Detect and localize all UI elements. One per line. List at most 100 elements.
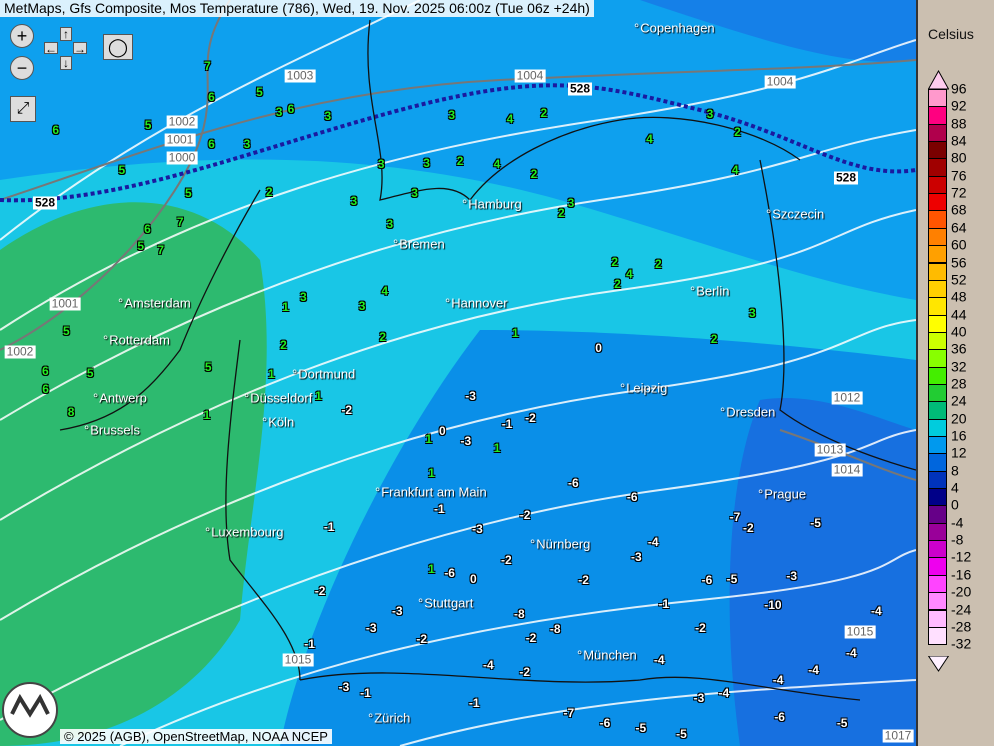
legend-swatch bbox=[928, 349, 947, 368]
temperature-value: 0 bbox=[439, 424, 446, 439]
isobar-label: 1002 bbox=[166, 114, 198, 129]
city-label: München bbox=[577, 648, 636, 663]
cold-field bbox=[729, 397, 916, 746]
isobar-label: 1014 bbox=[831, 462, 863, 477]
temperature-value: 2 bbox=[379, 329, 387, 344]
isobar-label: 1017 bbox=[882, 728, 914, 743]
city-label: Zürich bbox=[368, 711, 410, 726]
temperature-value: -3 bbox=[391, 603, 403, 618]
temperature-value: 1 bbox=[493, 440, 501, 455]
temperature-value: 2 bbox=[558, 205, 565, 220]
legend-swatch bbox=[928, 297, 947, 316]
legend-label: 92 bbox=[951, 97, 967, 114]
temperature-value: 5 bbox=[118, 163, 126, 178]
city-label: Dortmund bbox=[292, 367, 355, 382]
pan-down-icon[interactable]: ↓ bbox=[60, 56, 72, 70]
legend-swatch bbox=[928, 470, 947, 490]
temperature-value: 4 bbox=[381, 283, 389, 298]
temperature-value: 3 bbox=[423, 155, 430, 170]
temperature-value: -3 bbox=[465, 389, 476, 404]
temperature-value: -4 bbox=[870, 603, 882, 618]
legend-label: -24 bbox=[951, 601, 972, 617]
legend-label: 12 bbox=[951, 444, 967, 461]
temperature-value: 1 bbox=[268, 367, 275, 382]
temperature-value: 3 bbox=[300, 290, 307, 305]
temperature-value: 5 bbox=[63, 323, 70, 338]
temperature-value: 2 bbox=[456, 153, 464, 168]
temperature-value: -2 bbox=[341, 403, 353, 418]
legend-swatch bbox=[928, 193, 947, 212]
temperature-value: 6 bbox=[144, 222, 151, 237]
legend-swatch bbox=[928, 609, 947, 628]
zoom-out-icon[interactable]: − bbox=[10, 56, 34, 80]
legend-label: 40 bbox=[951, 323, 967, 340]
legend-swatch bbox=[928, 314, 947, 333]
dark-blue-north bbox=[640, 0, 916, 62]
temperature-value: 4 bbox=[731, 163, 739, 178]
city-label: Köln bbox=[262, 415, 294, 430]
pan-up-icon[interactable]: ↑ bbox=[60, 27, 72, 41]
temperature-value: -6 bbox=[701, 572, 713, 587]
legend-swatch bbox=[928, 488, 947, 507]
isobar-label: 1012 bbox=[831, 390, 863, 405]
temperature-value: -6 bbox=[774, 710, 785, 725]
temperature-value: 5 bbox=[204, 360, 212, 375]
temperature-value: -6 bbox=[626, 489, 638, 504]
temperature-value: 3 bbox=[386, 217, 394, 232]
isobar-label: 1001 bbox=[49, 296, 81, 311]
legend-label: 60 bbox=[951, 236, 967, 253]
temperature-value: -6 bbox=[599, 715, 611, 730]
temperature-value: -2 bbox=[519, 508, 531, 523]
528-thickness-line bbox=[0, 83, 916, 203]
legend-label: 48 bbox=[951, 288, 967, 305]
temperature-value: -1 bbox=[658, 597, 670, 612]
legend-label: 32 bbox=[951, 358, 967, 375]
legend-label: -16 bbox=[951, 566, 972, 583]
color-legend: Celsius 96 92 88 84 80 76 72 68 64 60 56 52 48 44 40 36… bbox=[916, 0, 994, 746]
legend-swatch bbox=[928, 210, 947, 229]
legend-swatch bbox=[928, 331, 947, 351]
temperature-value: -1 bbox=[323, 520, 335, 535]
city-label: Amsterdam bbox=[118, 296, 190, 311]
legend-swatch bbox=[928, 227, 947, 247]
legend-swatch bbox=[928, 158, 947, 177]
isobar-label: 528 bbox=[32, 195, 58, 210]
legend-label: 88 bbox=[951, 115, 967, 132]
legend-label: 0 bbox=[951, 496, 959, 513]
legend-swatch bbox=[928, 89, 947, 108]
isobar-label: 528 bbox=[567, 81, 593, 96]
isobar-label: 1004 bbox=[514, 68, 546, 83]
temperature-value: 5 bbox=[144, 118, 152, 133]
isobar-label: 528 bbox=[833, 170, 859, 185]
legend-label: 96 bbox=[951, 80, 967, 97]
temperature-value: 5 bbox=[256, 85, 263, 100]
legend-swatch bbox=[928, 418, 947, 437]
pan-right-icon[interactable]: → bbox=[73, 42, 87, 56]
city-label: Hamburg bbox=[462, 197, 521, 212]
legend-label: 56 bbox=[951, 254, 967, 270]
metmaps-logo bbox=[2, 682, 58, 738]
temperature-value: 3 bbox=[411, 185, 418, 200]
legend-label: -20 bbox=[951, 583, 972, 600]
legend-swatch bbox=[928, 574, 947, 594]
isobar-label: 1000 bbox=[166, 150, 198, 165]
temperature-value: 3 bbox=[358, 299, 366, 314]
temperature-value: -1 bbox=[433, 502, 445, 517]
temperature-value: 1 bbox=[512, 325, 519, 340]
weather-map[interactable] bbox=[0, 0, 916, 746]
legend-swatch bbox=[928, 106, 947, 125]
legend-swatch bbox=[928, 522, 947, 542]
temperature-value: -5 bbox=[676, 727, 687, 742]
fullscreen-icon[interactable]: ⤢ bbox=[10, 96, 36, 122]
legend-label: 8 bbox=[951, 462, 959, 479]
pan-left-icon[interactable]: ← bbox=[44, 42, 58, 56]
city-label: Copenhagen bbox=[634, 21, 714, 36]
camera-icon[interactable]: ◯ bbox=[103, 34, 133, 60]
legend-swatch bbox=[928, 175, 947, 195]
legend-swatch bbox=[928, 279, 947, 299]
temperature-value: 6 bbox=[52, 122, 60, 137]
temperature-value: 2 bbox=[530, 166, 538, 181]
zoom-in-icon[interactable]: + bbox=[10, 24, 34, 48]
temperature-value: 3 bbox=[377, 156, 385, 171]
temperature-value: -2 bbox=[525, 410, 536, 425]
